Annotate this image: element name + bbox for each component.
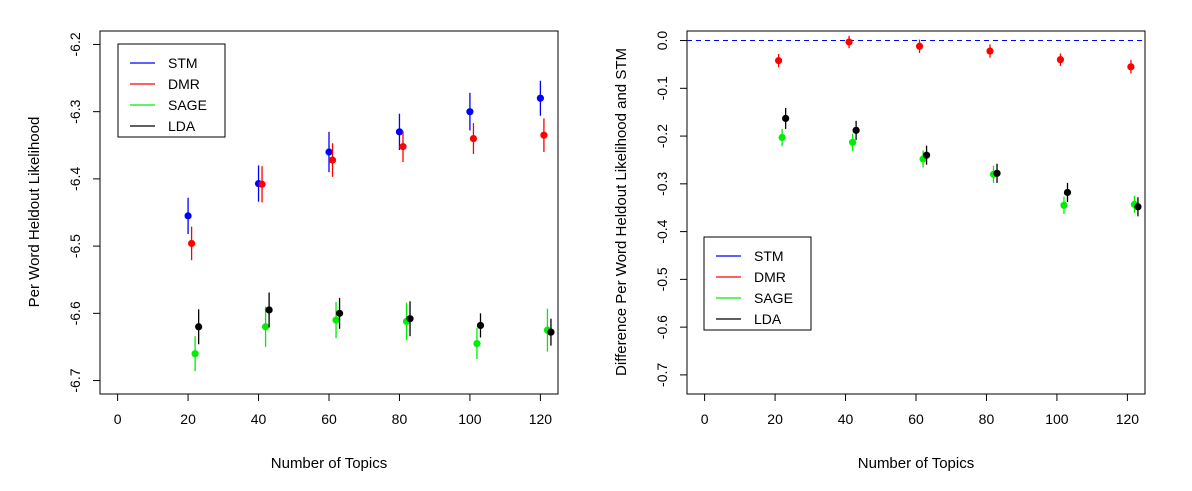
right-lda-point — [1063, 188, 1072, 197]
right-x-tick-label: 40 — [838, 411, 854, 427]
left-chart: 0 20 40 60 80 100 120 -6.2 -6.3 -6.4 -6.5 -6.6 -6.7… — [26, 30, 559, 472]
left-y-axis: -6.2 -6.3 -6.4 -6.5 -6.6 -6.7 — [67, 32, 101, 393]
right-lda-point — [993, 169, 1001, 177]
right-y-axis: 0.0 -0.1 -0.2 -0.3 -0.4 -0.5 -0.6 -0.7 — [654, 31, 688, 387]
right-x-tick-label: 0 — [701, 411, 709, 427]
left-x-tick-label: 0 — [114, 411, 122, 427]
left-x-axis-title: Number of Topics — [271, 455, 387, 472]
right-y-tick-label: -0.6 — [654, 315, 670, 339]
right-x-tick-label: 80 — [979, 411, 995, 427]
left-x-tick-label: 120 — [529, 411, 553, 427]
left-lda-point — [335, 309, 344, 317]
left-x-tick-label: 80 — [392, 411, 408, 427]
left-data-marks — [184, 80, 555, 372]
right-y-tick-label: -0.2 — [654, 124, 670, 148]
right-lda-point — [922, 151, 931, 159]
right-y-tick-label: -0.4 — [654, 219, 670, 243]
right-dmr-point — [915, 42, 924, 50]
left-x-tick-label: 100 — [458, 411, 482, 427]
right-dmr-point — [986, 47, 994, 55]
right-dmr-point — [1127, 63, 1135, 71]
left-sage-point — [473, 339, 481, 348]
right-legend-label-sage: SAGE — [754, 290, 793, 306]
right-lda-point — [1134, 203, 1142, 211]
right-x-tick-label: 60 — [908, 411, 924, 427]
left-dmr-point — [258, 180, 266, 188]
left-y-tick-label: -6.5 — [67, 234, 83, 258]
right-y-tick-label: -0.3 — [654, 172, 670, 196]
right-x-axis-title: Number of Topics — [858, 455, 974, 472]
right-sage-point — [778, 133, 786, 142]
left-stm-point — [325, 148, 333, 156]
left-lda-point — [195, 323, 203, 331]
left-lda-point — [476, 321, 485, 330]
right-data-marks — [775, 35, 1142, 217]
left-stm-point — [184, 212, 192, 220]
right-legend-label-lda: LDA — [754, 311, 782, 327]
left-y-tick-label: -6.4 — [67, 167, 83, 191]
left-x-axis: 0 20 40 60 80 100 120 — [114, 393, 553, 427]
left-dmr-point — [328, 156, 337, 164]
right-chart: 0 20 40 60 80 100 120 0.0 -0.1 -0.2 -0.3 -0.4 -0.5 -… — [613, 30, 1146, 472]
left-y-axis-title: Per Word Heldout Likelihood — [26, 117, 43, 308]
left-lda-point — [406, 315, 414, 323]
left-legend-box — [117, 43, 226, 138]
right-dmr-point — [1056, 56, 1065, 64]
left-y-tick-label: -6.3 — [67, 99, 83, 123]
right-y-tick-label: 0.0 — [654, 31, 670, 51]
left-sage-point — [332, 316, 340, 324]
right-lda-point — [782, 114, 790, 123]
right-sage-point — [848, 138, 857, 146]
left-dmr-point — [399, 143, 407, 151]
right-x-axis: 0 20 40 60 80 100 120 — [701, 393, 1140, 427]
right-legend: STM DMR SAGE LDA — [703, 236, 812, 331]
right-y-tick-label: -0.1 — [654, 76, 670, 100]
right-sage-point — [1060, 201, 1068, 209]
right-y-tick-label: -0.7 — [654, 363, 670, 387]
right-x-tick-label: 20 — [767, 411, 783, 427]
right-legend-box — [703, 236, 812, 331]
right-y-tick-label: -0.5 — [654, 267, 670, 291]
left-x-tick-label: 60 — [321, 411, 337, 427]
right-legend-label-dmr: DMR — [754, 269, 786, 285]
left-sage-point — [261, 323, 270, 331]
left-legend-label-lda: LDA — [168, 118, 196, 134]
right-dmr-point — [775, 57, 783, 65]
left-legend-label-sage: SAGE — [168, 97, 207, 113]
left-x-tick-label: 20 — [180, 411, 196, 427]
right-x-tick-label: 100 — [1045, 411, 1069, 427]
right-y-axis-title: Difference Per Word Heldout Likelihood a… — [613, 48, 630, 376]
right-legend-label-stm: STM — [754, 248, 784, 264]
left-stm-point — [536, 94, 544, 102]
left-lda-point — [547, 328, 555, 336]
left-sage-point — [191, 350, 199, 358]
right-dmr-point — [845, 38, 853, 46]
left-legend: STM DMR SAGE LDA — [117, 43, 226, 138]
right-plot-frame — [686, 30, 1146, 395]
left-legend-label-dmr: DMR — [168, 76, 200, 92]
left-y-tick-label: -6.6 — [67, 301, 83, 325]
right-lda-point — [852, 126, 860, 134]
left-dmr-point — [469, 134, 478, 143]
left-x-tick-label: 40 — [251, 411, 267, 427]
right-x-tick-label: 120 — [1116, 411, 1140, 427]
left-lda-point — [265, 306, 273, 314]
left-y-tick-label: -6.2 — [67, 32, 83, 56]
left-stm-point — [466, 108, 474, 116]
left-stm-point — [395, 128, 404, 136]
left-y-tick-label: -6.7 — [67, 368, 83, 392]
left-dmr-point — [188, 239, 196, 248]
left-dmr-point — [540, 131, 548, 139]
left-legend-label-stm: STM — [168, 55, 198, 71]
